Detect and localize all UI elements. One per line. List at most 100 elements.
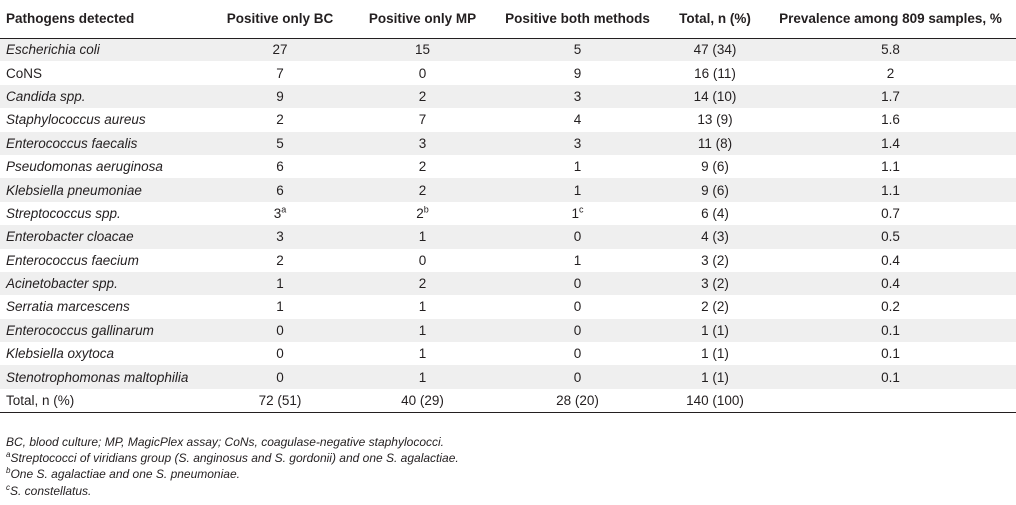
cell-positive-mp-value: 1 (418, 299, 427, 315)
cell-pathogen: Pseudomonas aeruginosa (0, 155, 205, 178)
cell-total: 1 (1) (665, 342, 765, 365)
cell-positive-mp-value: 1 (418, 346, 427, 362)
cell-pathogen: Total, n (%) (0, 388, 205, 413)
cell-positive-bc-value: 0 (276, 322, 284, 338)
cell-total-value: 13 (9) (697, 112, 733, 128)
cell-positive-both: 9 (490, 61, 665, 84)
cell-positive-mp: 40 (29) (355, 388, 490, 413)
cell-positive-bc-footnote-mark: a (281, 204, 287, 215)
cell-pathogen-value: Enterobacter cloacae (6, 229, 134, 245)
table-row: Stenotrophomonas maltophilia 0 1 0 1 (1) 0.1 (0, 365, 1016, 389)
cell-positive-both-value: 0 (573, 276, 582, 292)
table-row: Escherichia coli 27 15 5 47 (34) 5.8 (0, 38, 1016, 62)
cell-positive-bc-value: 5 (276, 135, 284, 151)
cell-total-value: 3 (2) (701, 252, 729, 268)
cell-positive-mp-value: 2 (416, 205, 424, 221)
footnote-a: aStreptococci of viridians group (S. ang… (6, 450, 459, 466)
cell-total: 9 (6) (665, 155, 765, 178)
cell-positive-both: 0 (490, 225, 665, 248)
cell-positive-mp: 0 (355, 249, 490, 272)
cell-pathogen: CoNS (0, 61, 205, 84)
cell-positive-both-value: 1 (573, 182, 582, 198)
footnote-b-mark: b (6, 466, 11, 476)
cell-total-value: 3 (2) (701, 276, 729, 292)
cell-positive-both: 5 (490, 38, 665, 61)
cell-positive-mp-value: 1 (418, 322, 427, 338)
cell-positive-both: 3 (490, 132, 665, 155)
cell-positive-bc-value: 1 (276, 299, 284, 315)
footnote-b: bOne S. agalactiae and one S. pneumoniae… (6, 466, 459, 482)
footnote-b-text: One S. agalactiae and one S. pneumoniae. (10, 467, 240, 482)
cell-positive-mp-value: 2 (418, 276, 427, 292)
cell-prevalence: 0.2 (765, 295, 1016, 318)
cell-positive-bc-value: 6 (276, 182, 284, 198)
cell-total: 13 (9) (665, 108, 765, 131)
cell-positive-mp: 1 (355, 342, 490, 365)
table-row: Acinetobacter spp. 1 2 0 3 (2) 0.4 (0, 271, 1016, 296)
cell-prevalence-value: 0.2 (881, 299, 900, 315)
cell-positive-bc: 0 (205, 365, 355, 388)
pathogens-table: Pathogens detected Positive only BC Posi… (0, 0, 1016, 413)
cell-prevalence: 1.1 (765, 155, 1016, 178)
cell-pathogen: Serratia marcescens (0, 295, 205, 318)
cell-pathogen: Enterobacter cloacae (0, 225, 205, 248)
cell-positive-bc-value: 2 (276, 112, 284, 128)
cell-total: 47 (34) (665, 38, 765, 61)
cell-pathogen: Candida spp. (0, 85, 205, 108)
header-pathogens: Pathogens detected (0, 0, 205, 39)
cell-positive-both-value: 9 (573, 65, 582, 81)
cell-pathogen: Enterococcus faecium (0, 249, 205, 272)
cell-total-value: 47 (34) (693, 42, 737, 58)
cell-prevalence-value: 1.6 (881, 112, 900, 128)
cell-positive-mp-footnote-mark: b (423, 204, 429, 215)
cell-pathogen-value: Enterococcus faecium (6, 252, 139, 268)
cell-prevalence-value: 1.4 (881, 135, 900, 151)
cell-positive-bc-value: 6 (276, 159, 284, 175)
cell-positive-both-value: 0 (573, 229, 582, 245)
cell-prevalence: 5.8 (765, 38, 1016, 61)
table-row: CoNS 7 0 9 16 (11) 2 (0, 61, 1016, 85)
cell-positive-mp-value: 2 (418, 159, 427, 175)
cell-positive-both: 1 (490, 249, 665, 272)
cell-pathogen: Escherichia coli (0, 38, 205, 61)
cell-positive-both-value: 3 (573, 135, 582, 151)
cell-prevalence-value: 0.4 (881, 276, 900, 292)
cell-positive-mp-value: 0 (418, 65, 427, 81)
cell-prevalence: 0.4 (765, 272, 1016, 295)
cell-total: 6 (4) (665, 202, 765, 225)
cell-positive-both-value: 5 (573, 42, 582, 58)
cell-pathogen: Klebsiella oxytoca (0, 342, 205, 365)
cell-pathogen-value: Stenotrophomonas maltophilia (6, 369, 189, 385)
cell-total-value: 16 (11) (694, 65, 736, 81)
cell-total-value: 9 (6) (701, 182, 729, 198)
cell-positive-mp: 2 (355, 85, 490, 108)
footnote-a-mark: a (6, 450, 11, 460)
table-row: Klebsiella oxytoca 0 1 0 1 (1) 0.1 (0, 342, 1016, 366)
cell-positive-bc-value: 2 (276, 252, 284, 268)
cell-total: 4 (3) (665, 225, 765, 248)
cell-total-value: 9 (6) (701, 159, 729, 175)
cell-total: 3 (2) (665, 272, 765, 295)
cell-total: 140 (100) (665, 388, 765, 413)
cell-total: 16 (11) (665, 61, 765, 84)
cell-total: 14 (10) (665, 85, 765, 108)
cell-prevalence-value: 0.4 (881, 252, 900, 268)
cell-total-value: 140 (100) (686, 392, 744, 408)
cell-positive-bc: 5 (205, 132, 355, 155)
cell-positive-both: 0 (490, 295, 665, 318)
cell-prevalence: 1.4 (765, 132, 1016, 155)
table-row: Serratia marcescens 1 1 0 2 (2) 0.2 (0, 295, 1016, 319)
cell-prevalence-value: 0.1 (881, 322, 900, 338)
cell-positive-both-value: 1 (573, 252, 582, 268)
cell-positive-mp: 1 (355, 295, 490, 318)
cell-pathogen: Klebsiella pneumoniae (0, 178, 205, 201)
cell-positive-bc-value: 9 (276, 88, 284, 104)
cell-pathogen-value: Klebsiella oxytoca (6, 346, 115, 362)
cell-positive-bc: 27 (205, 38, 355, 61)
header-positive-bc: Positive only BC (205, 0, 355, 39)
cell-pathogen-value: Staphylococcus aureus (6, 112, 146, 128)
cell-positive-both-value: 1 (573, 159, 582, 175)
cell-positive-both: 28 (20) (490, 388, 665, 413)
cell-prevalence: 0.5 (765, 225, 1016, 248)
